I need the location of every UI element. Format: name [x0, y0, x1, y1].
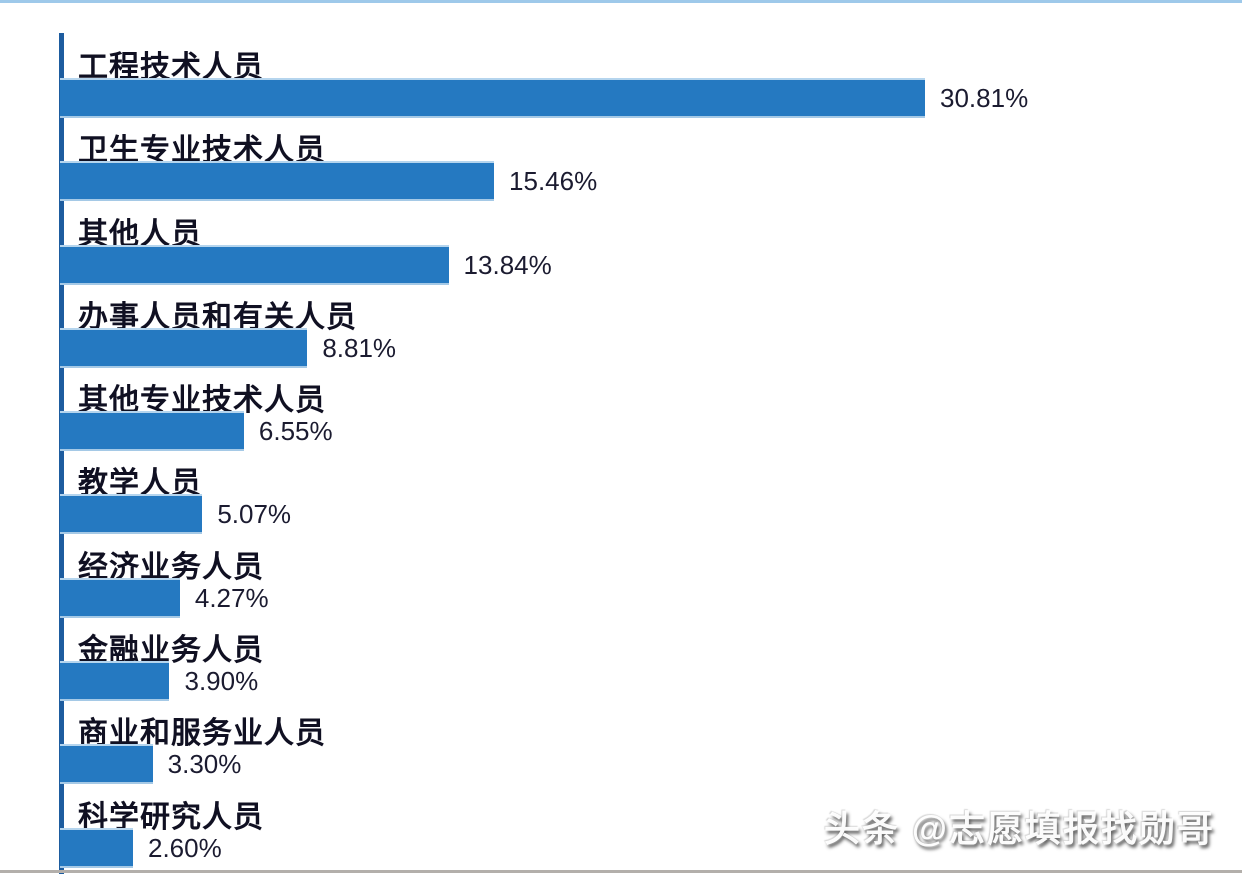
bar-row: 科学研究人员 2.60%	[60, 783, 1242, 868]
bar-value-label: 30.81%	[940, 83, 1029, 113]
bar-row: 工程技术人员 30.81%	[60, 33, 1242, 118]
bar-value-label: 6.55%	[258, 416, 333, 447]
bar	[60, 494, 203, 535]
bar	[60, 661, 170, 702]
bar-value-label: 2.60%	[147, 832, 222, 863]
bar	[60, 78, 925, 118]
bar	[60, 327, 308, 368]
bar-row: 教学人员 5.07%	[60, 449, 1242, 535]
bar-value-label: 5.07%	[217, 499, 292, 530]
bar-chart: 工程技术人员 30.81% 卫生专业技术人员 15.46% 其他人员 13.84…	[60, 33, 1242, 868]
bar-value-label: 8.81%	[322, 332, 397, 363]
bar-row: 金融业务人员 3.90%	[60, 616, 1242, 702]
bar	[60, 827, 133, 868]
bar	[60, 577, 180, 618]
bar-value-label: 4.27%	[194, 582, 269, 613]
bar-value-label: 15.46%	[509, 166, 598, 197]
bar-row: 卫生专业技术人员 15.46%	[60, 116, 1242, 202]
bar-value-label: 3.90%	[184, 666, 259, 697]
watermark-text: 头条 @志愿填报找勋哥	[823, 808, 1215, 849]
bar-row: 办事人员和有关人员 8.81%	[60, 283, 1242, 368]
y-axis-line	[59, 33, 64, 874]
bottom-border-line	[0, 870, 1242, 873]
bar	[60, 244, 449, 285]
bar-row: 其他专业技术人员 6.55%	[60, 366, 1242, 452]
bar-row: 其他人员 13.84%	[60, 200, 1242, 285]
bar-value-label: 13.84%	[463, 249, 552, 280]
bar	[60, 411, 244, 452]
bar-value-label: 3.30%	[167, 749, 242, 780]
bar	[60, 161, 495, 202]
bar-row: 商业和服务业人员 3.30%	[60, 699, 1242, 785]
bar	[60, 744, 153, 785]
top-border-line	[0, 0, 1242, 3]
bar-row: 经济业务人员 4.27%	[60, 533, 1242, 618]
